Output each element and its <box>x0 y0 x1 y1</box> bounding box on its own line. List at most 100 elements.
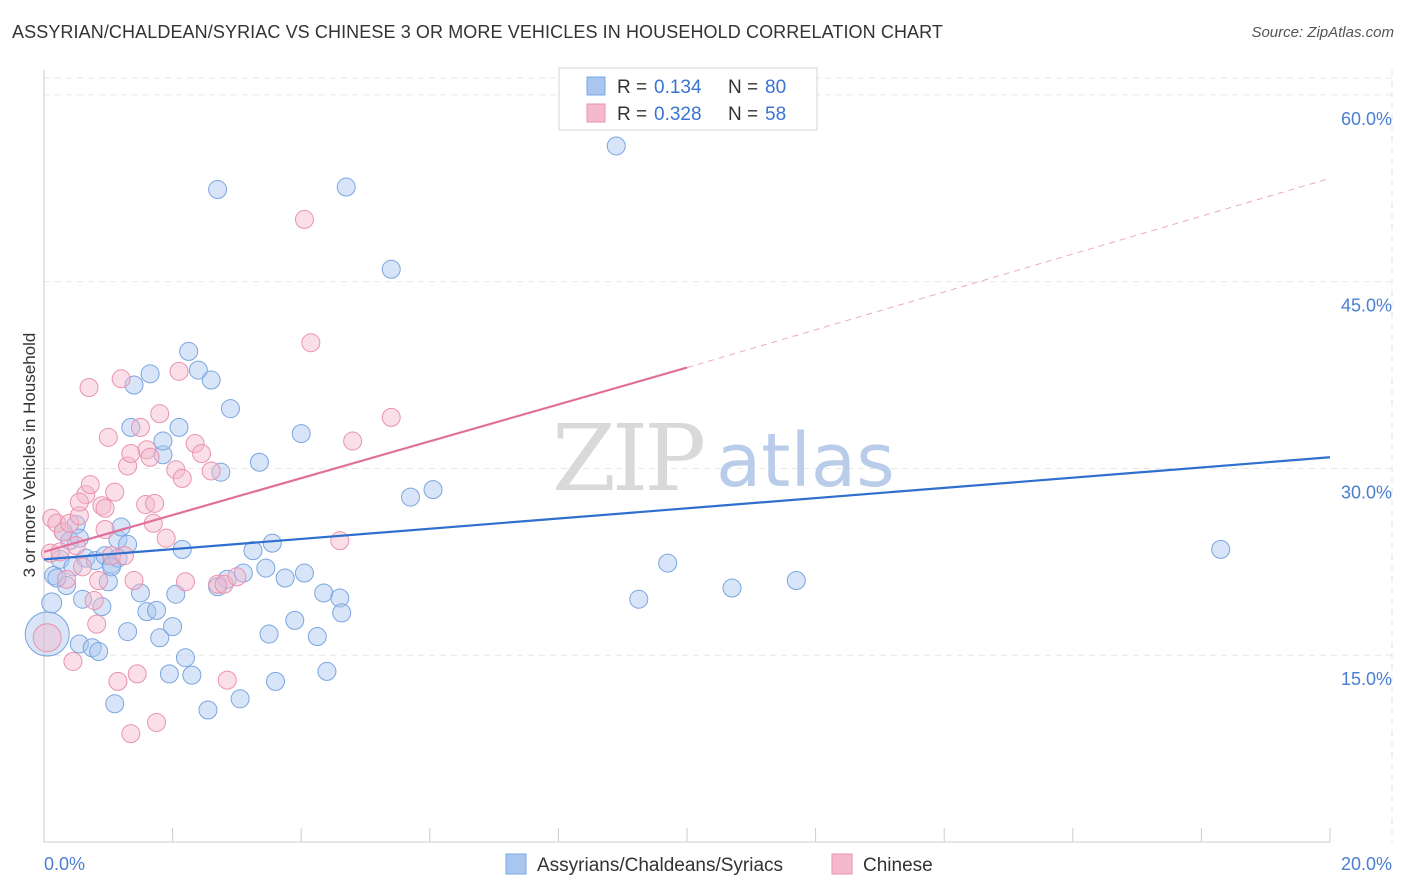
point-chinese-29 <box>130 417 150 437</box>
point-assyrian-2 <box>44 566 64 586</box>
watermark-zip: ZIP <box>552 405 703 512</box>
point-chinese-25 <box>118 456 138 476</box>
point-assyrian-23 <box>121 417 141 437</box>
axes <box>43 70 1331 843</box>
point-assyrian-34 <box>169 417 189 437</box>
legend-n-label-blue: N = <box>728 77 758 98</box>
point-assyrian-32 <box>163 617 183 637</box>
trend-line-pink-solid <box>43 366 688 553</box>
point-assyrian-64 <box>423 480 443 500</box>
point-chinese-36 <box>150 404 170 424</box>
y-tick-labels: 15.0% 30.0% 45.0% 60.0% <box>1341 109 1392 689</box>
point-chinese-39 <box>169 361 189 381</box>
y-tick-label-0: 15.0% <box>1341 669 1392 689</box>
point-chinese-5 <box>57 569 77 589</box>
point-chinese-10 <box>73 557 93 577</box>
point-assyrian-71 <box>47 568 67 588</box>
point-assyrian-77 <box>153 431 173 451</box>
point-assyrian-41 <box>208 180 228 200</box>
point-chinese-13 <box>80 475 100 495</box>
legend-swatch-blue <box>586 76 606 96</box>
point-assyrian-63 <box>401 487 421 507</box>
point-assyrian-50 <box>262 533 282 553</box>
point-assyrian-55 <box>294 563 314 583</box>
point-chinese-26 <box>121 724 141 744</box>
gridlines <box>44 70 1393 842</box>
point-assyrian-51 <box>265 671 285 691</box>
point-chinese-19 <box>98 427 118 447</box>
point-chinese-15 <box>87 614 107 634</box>
point-chinese-41 <box>175 572 195 592</box>
watermark: ZIP atlas <box>552 405 895 512</box>
point-chinese-55 <box>95 498 115 518</box>
point-assyrian-59 <box>330 588 350 608</box>
point-chinese-43 <box>192 444 212 464</box>
point-chinese-16 <box>89 571 109 591</box>
point-chinese-7 <box>63 651 83 671</box>
point-chinese-9 <box>69 506 89 526</box>
y-axis-label: 3 or more Vehicles in Household <box>20 333 39 578</box>
point-assyrian-47 <box>243 541 263 561</box>
point-chinese-17 <box>92 496 112 516</box>
point-chinese-47 <box>217 670 237 690</box>
legend-n-label-pink: N = <box>728 104 758 125</box>
point-chinese-2 <box>42 508 62 528</box>
point-assyrian-31 <box>159 664 179 684</box>
point-assyrian-48 <box>256 558 276 578</box>
point-chinese-12 <box>79 378 99 398</box>
point-assyrian-60 <box>332 603 352 623</box>
series-legend: Assyrians/Chaldeans/Syriacs Chinese <box>505 853 933 876</box>
y-tick-label-3: 60.0% <box>1341 109 1392 129</box>
point-assyrian-56 <box>307 627 327 647</box>
point-assyrian-44 <box>220 399 240 419</box>
point-chinese-51 <box>343 431 363 451</box>
legend-r-value-pink: 0.328 <box>654 104 702 125</box>
point-assyrian-39 <box>198 700 218 720</box>
chart-title: ASSYRIAN/CHALDEAN/SYRIAC VS CHINESE 3 OR… <box>12 22 944 42</box>
point-assyrian-49 <box>259 624 279 644</box>
point-chinese-57 <box>227 567 247 587</box>
point-assyrian-40 <box>201 370 221 390</box>
point-chinese-22 <box>108 671 128 691</box>
series-legend-swatch-blue <box>505 853 527 875</box>
point-chinese-24 <box>114 546 134 566</box>
point-assyrian-18 <box>105 694 125 714</box>
point-assyrian-69 <box>786 571 806 591</box>
point-assyrian-36 <box>179 341 199 361</box>
point-assyrian-45 <box>230 689 250 709</box>
point-chinese-21 <box>105 482 125 502</box>
trend-lines <box>43 177 1331 561</box>
trend-line-blue <box>43 456 1331 561</box>
point-chinese-0 <box>32 623 62 653</box>
point-assyrian-25 <box>130 583 150 603</box>
point-assyrian-29 <box>150 628 170 648</box>
point-chinese-23 <box>111 369 131 389</box>
series-legend-label-pink: Chinese <box>863 855 933 876</box>
y-tick-label-1: 30.0% <box>1341 482 1392 502</box>
point-assyrian-27 <box>140 364 160 384</box>
point-chinese-27 <box>124 571 144 591</box>
point-assyrian-54 <box>291 424 311 444</box>
point-assyrian-61 <box>336 177 356 197</box>
point-assyrian-28 <box>147 600 167 620</box>
point-chinese-48 <box>294 209 314 229</box>
point-chinese-28 <box>127 664 147 684</box>
point-assyrian-78 <box>249 452 269 472</box>
point-assyrian-21 <box>118 622 138 642</box>
correlation-legend: R = 0.134 N = 80 R = 0.328 N = 58 <box>558 67 818 131</box>
point-chinese-44 <box>201 461 221 481</box>
point-chinese-35 <box>147 712 167 732</box>
point-assyrian-79 <box>175 648 195 668</box>
point-assyrian-37 <box>182 665 202 685</box>
point-chinese-6 <box>60 513 80 533</box>
point-assyrian-9 <box>69 634 89 654</box>
point-assyrian-67 <box>658 553 678 573</box>
point-chinese-8 <box>66 536 86 556</box>
legend-swatch-pink <box>586 103 606 123</box>
point-chinese-11 <box>76 485 96 505</box>
series-legend-label-blue: Assyrians/Chaldeans/Syriacs <box>537 855 783 876</box>
legend-n-value-blue: 80 <box>765 77 786 98</box>
point-chinese-56 <box>121 444 141 464</box>
point-assyrian-52 <box>275 568 295 588</box>
